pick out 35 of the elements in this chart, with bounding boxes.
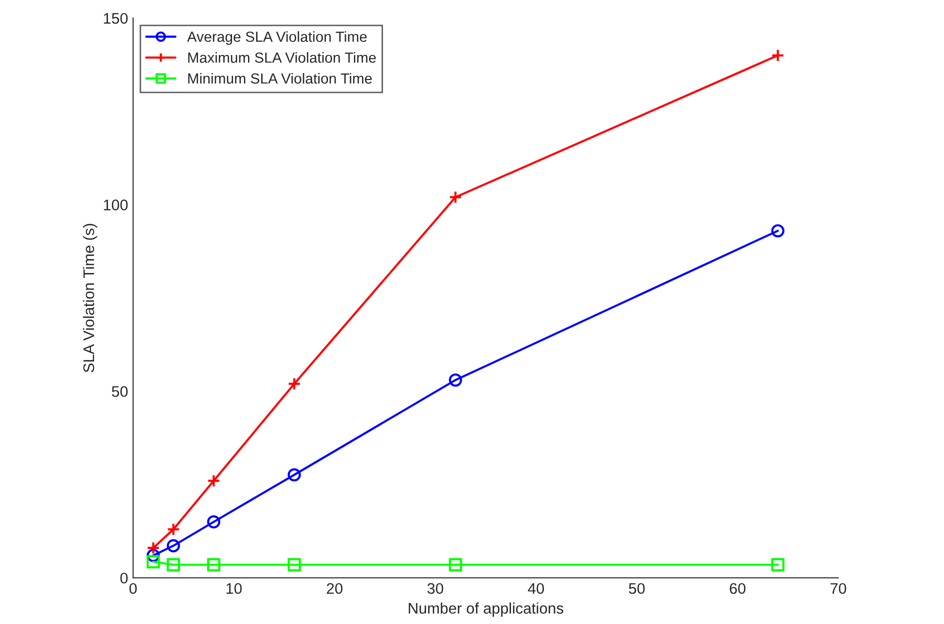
x-tick-label: 60 <box>730 583 746 594</box>
point <box>146 548 160 562</box>
point <box>448 373 462 387</box>
point <box>288 558 301 572</box>
x-tick-label: 0 <box>129 583 137 594</box>
point <box>146 541 160 555</box>
point <box>771 224 784 238</box>
x-tick-label: 40 <box>528 583 544 594</box>
y-tick-label: 0 <box>120 572 128 584</box>
point <box>771 48 784 62</box>
point <box>207 558 220 572</box>
legend-label: Minimum SLA Violation Time <box>188 72 372 84</box>
point <box>166 558 180 572</box>
y-tick-label: 150 <box>104 12 128 24</box>
x-tick-label: 10 <box>226 583 242 594</box>
point <box>288 377 301 390</box>
point <box>771 558 784 572</box>
point <box>166 522 180 536</box>
x-tick-label: 20 <box>326 583 342 594</box>
legend-label: Maximum SLA Violation Time <box>188 52 376 63</box>
y-tick-label: 100 <box>104 200 128 210</box>
point <box>207 515 220 528</box>
point <box>207 474 220 488</box>
point <box>448 190 462 204</box>
legend-label: Average SLA Violation Time <box>187 31 367 45</box>
y-tick-label: 50 <box>112 386 128 397</box>
point <box>448 558 462 572</box>
y-axis-title: SLA Violation Time (s) <box>82 224 98 372</box>
x-tick-label: 30 <box>427 583 444 594</box>
point <box>146 555 160 568</box>
x-tick-label: 70 <box>830 583 846 594</box>
point <box>166 539 180 552</box>
x-tick-label: 50 <box>628 583 645 594</box>
point <box>288 468 301 482</box>
x-axis-title: Number of applications <box>408 602 564 617</box>
